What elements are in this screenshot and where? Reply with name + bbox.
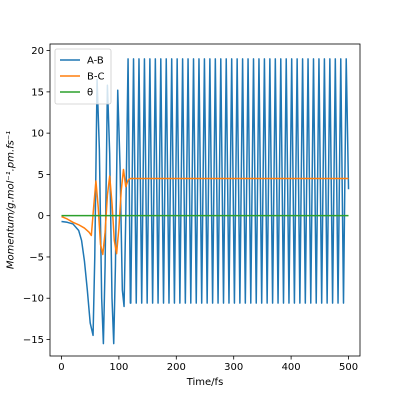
series-layer [61, 58, 350, 345]
legend-label: θ [87, 88, 93, 99]
x-tick-label: 100 [109, 362, 128, 373]
y-axis-ticks: −15 −10 −5 0 5 10 15 20 [23, 46, 50, 346]
x-tick-label: 400 [282, 362, 301, 373]
x-axis-ticks: 0 100 200 300 400 500 [58, 356, 358, 373]
series-line-1 [61, 168, 349, 256]
legend-box [54, 48, 112, 105]
x-axis-label: Time/fs [186, 377, 224, 388]
y-tick-label: −5 [29, 252, 44, 263]
legend-label: B-C [87, 72, 104, 83]
y-tick-label: 10 [31, 129, 44, 140]
x-tick-label: 500 [339, 362, 358, 373]
x-tick-label: 300 [224, 362, 243, 373]
axes-frame [49, 43, 361, 357]
legend: A-B B-C θ [54, 48, 112, 105]
y-tick-label: 15 [31, 87, 44, 98]
y-tick-label: −10 [23, 294, 44, 305]
y-tick-label: 5 [38, 170, 44, 181]
legend-label: A-B [87, 56, 104, 67]
y-tick-label: −15 [23, 335, 44, 346]
y-tick-label: 20 [31, 46, 44, 57]
series-line-0 [61, 58, 350, 345]
y-tick-label: 0 [38, 211, 44, 222]
y-axis-label: Momentum/g.mol⁻¹.pm.fs⁻¹ [6, 131, 17, 269]
x-tick-label: 0 [58, 362, 64, 373]
x-tick-label: 200 [167, 362, 186, 373]
